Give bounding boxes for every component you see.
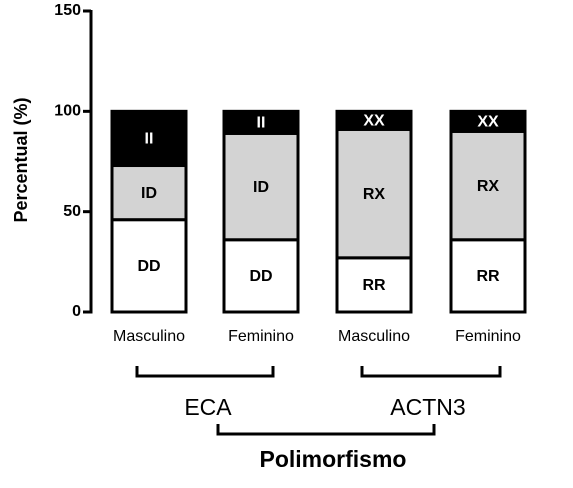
y-tick-label: 0 (72, 303, 81, 320)
bar-segment (449, 109, 527, 133)
y-tick-label: 50 (63, 203, 81, 220)
segment-label: DD (137, 258, 160, 275)
bar-segment (335, 109, 413, 131)
x-tick-label: Masculino (338, 328, 410, 345)
x-tick-label: Feminino (228, 328, 294, 345)
segment-label: II (145, 131, 154, 148)
bracket (216, 424, 436, 436)
bracket (135, 366, 275, 378)
bracket (360, 366, 502, 378)
segment-label: RR (476, 268, 500, 285)
y-tick-label: 100 (54, 103, 81, 120)
segment-label: ID (253, 179, 269, 196)
segment-label: ID (141, 185, 157, 202)
segment-label: RX (363, 186, 386, 203)
segment-label: RX (477, 178, 500, 195)
bar-segment (222, 109, 300, 135)
segment-label: DD (249, 268, 272, 285)
segment-label: XX (363, 113, 385, 130)
y-axis-label: Percentual (%) (11, 97, 31, 222)
group-label: ACTN3 (390, 394, 465, 420)
x-tick-label: Masculino (113, 328, 185, 345)
bar-segment (110, 164, 188, 222)
segment-label: RR (362, 277, 386, 294)
bar-segment (110, 218, 188, 314)
group-label: ECA (184, 394, 232, 420)
x-tick-label: Feminino (455, 328, 521, 345)
segment-label: XX (477, 114, 499, 131)
segment-label: II (257, 115, 266, 132)
x-axis-label: Polimorfismo (260, 446, 407, 472)
y-tick-label: 150 (54, 2, 81, 19)
bar-segment (110, 109, 188, 168)
